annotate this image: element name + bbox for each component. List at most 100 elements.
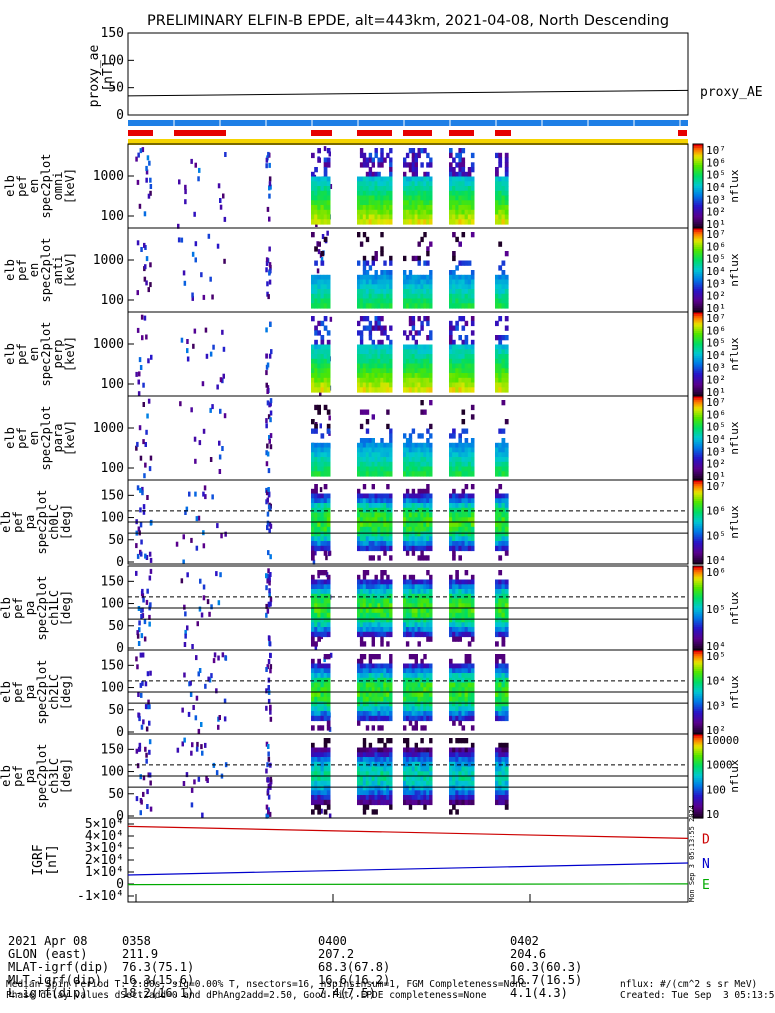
flux-pixel (418, 664, 421, 669)
flux-pixel (366, 215, 369, 220)
flux-pixel (449, 503, 453, 508)
flux-pixel (468, 632, 472, 637)
flux-pixel (266, 444, 269, 449)
flux-pixel (471, 484, 475, 489)
flux-pixel (311, 668, 315, 673)
flux-pixel (375, 387, 378, 392)
flux-pixel (455, 345, 459, 350)
flux-pixel (139, 425, 142, 430)
flux-pixel (383, 757, 386, 762)
flux-pixel (360, 757, 363, 762)
flux-pixel (369, 335, 372, 340)
flux-pixel (360, 584, 363, 589)
attitude-bar-segment (311, 130, 332, 136)
flux-pixel (357, 618, 360, 623)
flux-pixel (219, 469, 222, 474)
flux-pixel (386, 757, 389, 762)
flux-pixel (426, 692, 429, 697)
flux-pixel (269, 417, 272, 422)
flux-pixel (495, 613, 499, 618)
flux-pixel (449, 452, 453, 457)
flux-pixel (429, 584, 432, 589)
flux-pixel (327, 546, 331, 551)
flux-pixel (495, 467, 499, 472)
flux-pixel (369, 387, 372, 392)
flux-pixel (409, 321, 412, 326)
flux-pixel (327, 424, 331, 429)
flux-pixel (357, 368, 360, 373)
flux-pixel (462, 359, 466, 364)
flux-pixel (357, 683, 360, 688)
flux-pixel (317, 522, 321, 527)
flux-pixel (369, 210, 372, 215)
flux-pixel (426, 457, 429, 462)
flux-pixel (372, 383, 375, 388)
flux-pixel (415, 172, 418, 177)
flux-pixel (389, 462, 392, 467)
flux-pixel (357, 767, 360, 772)
flux-pixel (406, 303, 409, 308)
flux-pixel (502, 205, 506, 210)
flux-pixel (317, 599, 321, 604)
flux-pixel (420, 186, 423, 191)
flux-pixel (403, 527, 406, 532)
flux-pixel (389, 359, 392, 364)
flux-pixel (363, 359, 366, 364)
flux-pixel (380, 513, 383, 518)
flux-pixel (321, 668, 325, 673)
flux-pixel (418, 219, 421, 224)
flux-pixel (406, 697, 409, 702)
flux-pixel (268, 678, 271, 683)
flux-pixel (406, 786, 409, 791)
flux-pixel (389, 697, 392, 702)
flux-pixel (502, 275, 506, 280)
flux-pixel (471, 354, 475, 359)
flux-pixel (418, 261, 421, 266)
flux-pixel (366, 580, 369, 585)
flux-pixel (429, 738, 432, 743)
flux-pixel (468, 618, 472, 623)
flux-pixel (409, 494, 412, 499)
flux-pixel (190, 538, 193, 543)
flux-pixel (267, 609, 270, 614)
flux-pixel (462, 280, 466, 285)
flux-pixel (455, 738, 459, 743)
flux-pixel (409, 303, 412, 308)
flux-pixel (363, 654, 366, 659)
flux-pixel (377, 299, 380, 304)
flux-pixel (418, 457, 421, 462)
flux-pixel (317, 289, 321, 294)
flux-pixel (314, 246, 318, 251)
flux-pixel (386, 484, 389, 489)
flux-pixel (149, 282, 152, 287)
flux-pixel (409, 757, 412, 762)
flux-pixel (423, 536, 426, 541)
flux-pixel (137, 763, 140, 768)
flux-pixel (420, 555, 423, 560)
flux-pixel (471, 725, 475, 730)
flux-pixel (145, 178, 148, 183)
flux-pixel (420, 387, 423, 392)
flux-pixel (360, 181, 363, 186)
flux-pixel (383, 599, 386, 604)
flux-pixel (426, 378, 429, 383)
flux-pixel (426, 757, 429, 762)
flux-pixel (502, 270, 506, 275)
flux-pixel (372, 326, 375, 331)
flux-pixel (372, 303, 375, 308)
flux-pixel (465, 205, 469, 210)
flux-pixel (144, 463, 147, 468)
flux-pixel (386, 786, 389, 791)
flux-pixel (218, 183, 221, 188)
flux-pixel (403, 503, 406, 508)
flux-pixel (311, 513, 315, 518)
flux-pixel (317, 268, 320, 273)
flux-pixel (375, 697, 378, 702)
flux-pixel (462, 340, 466, 345)
flux-pixel (311, 494, 315, 499)
flux-pixel (327, 373, 331, 378)
flux-pixel (468, 786, 472, 791)
flux-pixel (468, 522, 472, 527)
flux-pixel (495, 622, 499, 627)
flux-pixel (426, 484, 429, 489)
